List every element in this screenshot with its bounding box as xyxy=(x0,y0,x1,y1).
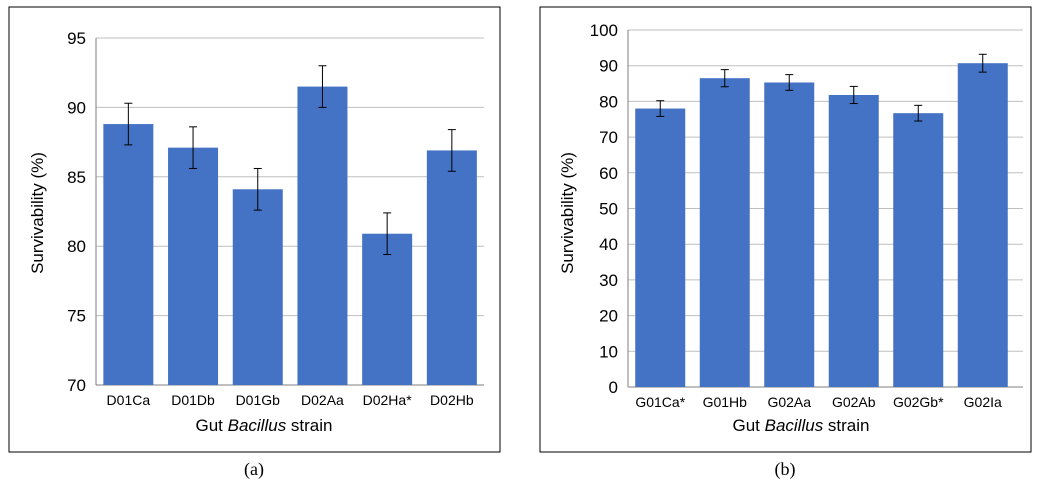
panel-b-bars xyxy=(635,63,1008,388)
y-tick-label: 90 xyxy=(67,98,86,117)
bar xyxy=(828,94,879,387)
panel-b-y-axis-label: Survivability (%) xyxy=(558,152,577,274)
panel-b-label: (b) xyxy=(775,459,796,480)
error-bar xyxy=(914,104,923,122)
y-tick-label: 30 xyxy=(599,271,618,290)
x-tick-label: D02Hb xyxy=(430,392,474,408)
y-tick-label: 90 xyxy=(599,57,618,76)
error-bar xyxy=(318,65,327,108)
error-bar xyxy=(656,100,665,117)
bar xyxy=(426,150,477,385)
error-bar xyxy=(720,69,729,88)
x-tick-label: D01Ca xyxy=(107,392,151,408)
y-tick-label: 80 xyxy=(599,92,618,111)
x-tick-label: G01Hb xyxy=(703,394,748,410)
x-tick-label: G02Gb* xyxy=(893,394,944,410)
error-bar xyxy=(124,102,133,146)
panel-a-error-bars xyxy=(124,65,456,256)
error-bar xyxy=(978,53,987,73)
bar xyxy=(362,233,413,385)
bar xyxy=(635,108,686,387)
bar xyxy=(957,63,1008,388)
panel-a-label: (a) xyxy=(244,459,264,480)
y-tick-label: 0 xyxy=(609,378,618,397)
y-tick-label: 70 xyxy=(599,128,618,147)
x-tick-label: G02Ia xyxy=(964,394,1002,410)
panel-a-x-tick-labels: D01Ca D01Db D01Gb D02Aa D02Ha* D02Hb xyxy=(107,392,474,408)
error-bar xyxy=(447,129,456,172)
panel-a-y-tick-labels: 70 75 80 85 90 95 xyxy=(67,29,86,395)
bar xyxy=(232,189,283,385)
y-tick-label: 20 xyxy=(599,307,618,326)
y-tick-label: 60 xyxy=(599,164,618,183)
y-tick-label: 70 xyxy=(67,376,86,395)
x-tick-label: D01Db xyxy=(171,392,215,408)
x-tick-label: G01Ca* xyxy=(635,394,685,410)
panel-b-x-tick-labels: G01Ca* G01Hb G02Aa G02Ab G02Gb* G02Ia xyxy=(635,394,1002,410)
bar xyxy=(168,147,219,385)
panel-a-gridlines xyxy=(95,37,484,386)
x-tick-label: G02Ab xyxy=(832,394,876,410)
x-tick-label: D02Ha* xyxy=(363,392,413,408)
error-bar xyxy=(785,74,794,91)
bar xyxy=(297,86,348,385)
y-tick-label: 100 xyxy=(590,21,618,40)
error-bar xyxy=(189,126,198,169)
y-tick-label: 50 xyxy=(599,200,618,219)
y-tick-label: 10 xyxy=(599,342,618,361)
error-bar xyxy=(849,85,858,105)
y-tick-label: 95 xyxy=(67,29,86,48)
y-tick-label: 75 xyxy=(67,307,86,326)
bar xyxy=(103,124,154,385)
panel-b-y-tick-labels: 0 10 20 30 40 50 60 70 80 90 100 xyxy=(590,21,618,397)
bar xyxy=(893,113,944,387)
panel-b-x-axis-label: Gut Bacillus strain xyxy=(732,416,869,435)
error-bar xyxy=(383,212,392,256)
x-tick-label: D01Gb xyxy=(236,392,281,408)
panel-a-y-axis-label: Survivability (%) xyxy=(28,152,47,274)
panel-b-error-bars xyxy=(656,53,987,122)
y-tick-label: 85 xyxy=(67,168,86,187)
panel-a-x-axis-label: Gut Bacillus strain xyxy=(195,416,332,435)
bar xyxy=(699,78,750,387)
y-tick-label: 40 xyxy=(599,235,618,254)
panel-a-bars xyxy=(103,86,477,385)
x-tick-label: D02Aa xyxy=(301,392,344,408)
y-tick-label: 80 xyxy=(67,237,86,256)
error-bar xyxy=(253,167,262,211)
panel-b-gridlines xyxy=(627,29,1023,388)
bar xyxy=(764,82,815,387)
x-tick-label: G02Aa xyxy=(767,394,811,410)
